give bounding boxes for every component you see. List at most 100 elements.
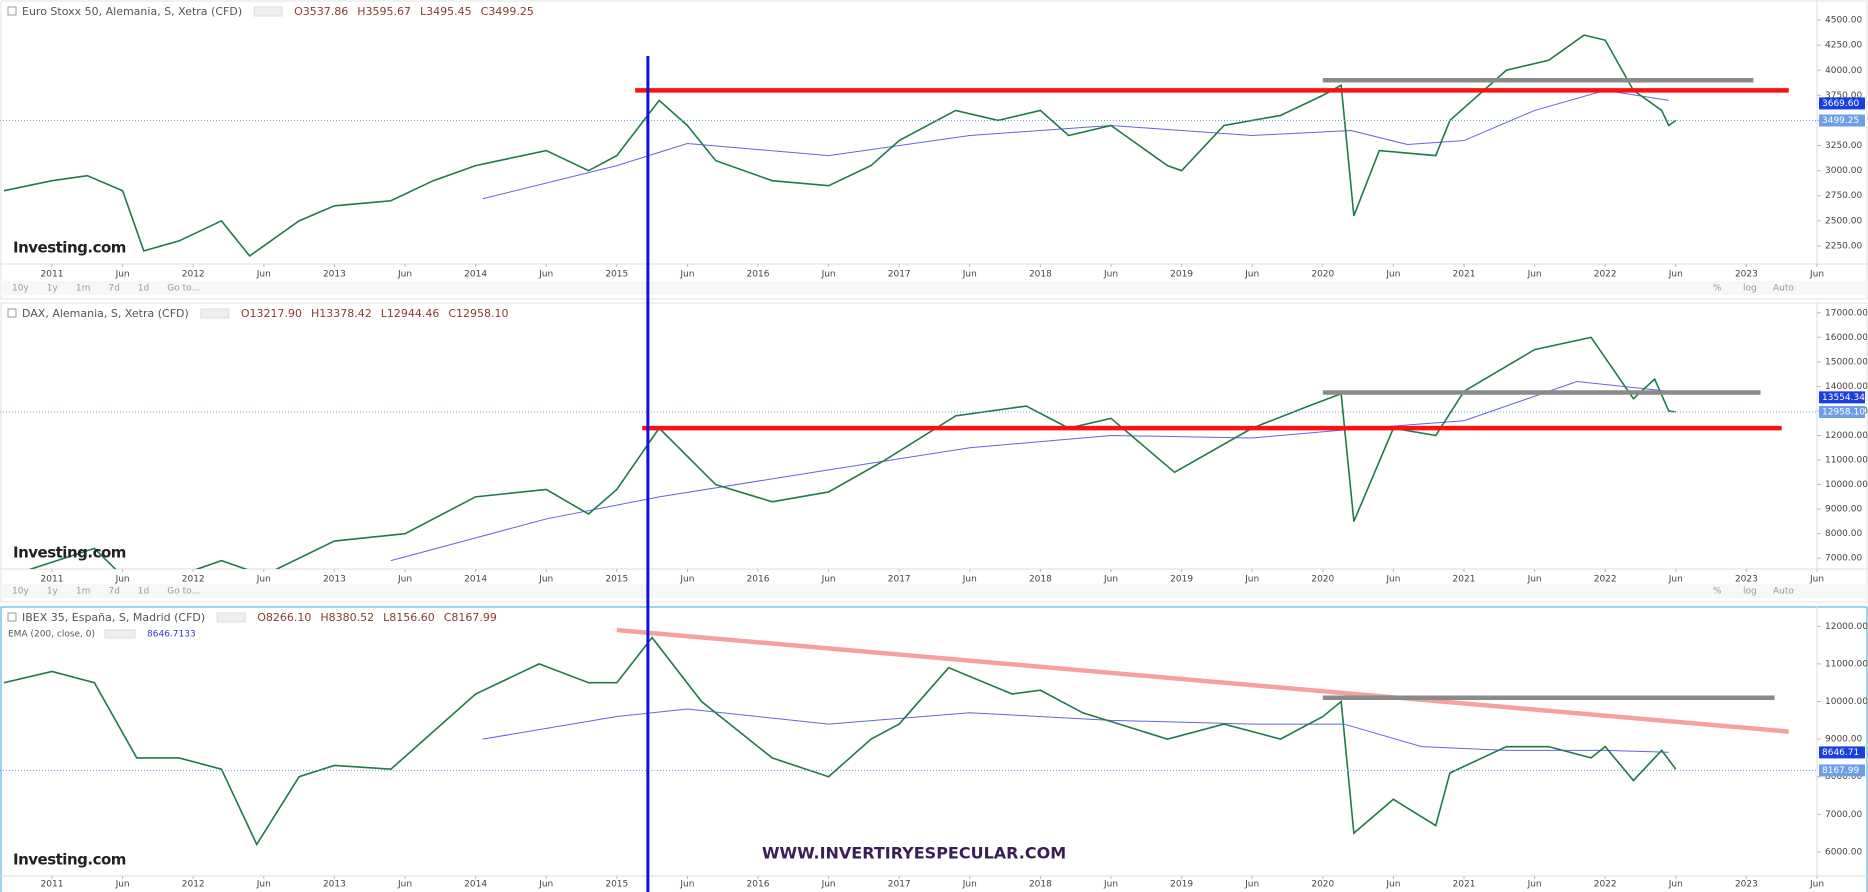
- x-tick-label: 2011: [41, 880, 64, 890]
- x-tick-label: 2013: [323, 880, 346, 890]
- x-tick-label: 2012: [182, 270, 205, 280]
- toolbar-button[interactable]: 1y: [47, 284, 59, 294]
- y-tick-label: 10000.00: [1825, 480, 1868, 490]
- price-tag-label: 3669.60: [1822, 99, 1859, 109]
- toolbar-button[interactable]: 10y: [12, 587, 29, 597]
- x-tick-label: 2020: [1311, 880, 1334, 890]
- x-tick-label: 2017: [888, 575, 911, 585]
- toolbar-button[interactable]: 1y: [47, 587, 59, 597]
- toolbar-button[interactable]: log: [1743, 284, 1757, 294]
- x-tick-label: Jun: [1385, 880, 1400, 890]
- ohlc-value: O13217.90: [241, 307, 302, 320]
- x-tick-label: Jun: [397, 575, 412, 585]
- ema-line: [482, 708, 1669, 753]
- x-tick-label: 2019: [1170, 270, 1193, 280]
- toolbar-button[interactable]: 1d: [138, 284, 149, 294]
- x-tick-label: 2022: [1594, 575, 1617, 585]
- price-tag: [1819, 391, 1865, 404]
- ohlc-value: C12958.10: [448, 307, 508, 320]
- panel: [0, 606, 1868, 892]
- ohlc-value: L3495.45: [420, 5, 472, 18]
- chart-title: DAX, Alemania, S, Xetra (CFD): [22, 307, 189, 320]
- x-tick-label: 2019: [1170, 880, 1193, 890]
- x-tick-label: Jun: [1809, 880, 1824, 890]
- x-tick-label: 2021: [1453, 880, 1476, 890]
- toolbar: [1, 584, 1867, 598]
- x-tick-label: 2017: [888, 880, 911, 890]
- indicator-value: 8646.7133: [147, 630, 196, 640]
- chart-title: Euro Stoxx 50, Alemania, S, Xetra (CFD): [22, 5, 242, 18]
- collapse-icon: [7, 612, 17, 622]
- x-tick-label: Jun: [256, 270, 271, 280]
- y-tick-label: 9000.00: [1825, 735, 1862, 745]
- ema-line: [482, 89, 1669, 200]
- y-tick-label: 9000.00: [1825, 505, 1862, 515]
- x-tick-label: 2016: [747, 880, 770, 890]
- x-tick-label: Jun: [256, 880, 271, 890]
- y-tick-label: 3750.00: [1825, 91, 1862, 101]
- x-tick-label: 2013: [323, 575, 346, 585]
- x-tick-label: Jun: [1244, 270, 1259, 280]
- y-tick-label: 11000.00: [1825, 456, 1868, 466]
- toolbar-button[interactable]: Go to...: [167, 284, 200, 294]
- x-tick-label: 2020: [1311, 575, 1334, 585]
- y-tick-label: 7000.00: [1825, 554, 1862, 564]
- toolbar-button[interactable]: Auto: [1773, 284, 1794, 294]
- ohlc-value: L8156.60: [383, 611, 435, 624]
- x-tick-label: 2018: [1029, 880, 1052, 890]
- x-tick-label: 2016: [747, 270, 770, 280]
- x-tick-label: 2015: [605, 880, 628, 890]
- y-tick-label: 8000.00: [1825, 529, 1862, 539]
- y-tick-label: 8000.00: [1825, 772, 1862, 782]
- toolbar-button[interactable]: Auto: [1773, 587, 1794, 597]
- x-tick-label: Jun: [679, 575, 694, 585]
- y-tick-label: 11000.00: [1825, 659, 1868, 669]
- toolbar-button[interactable]: 10y: [12, 284, 29, 294]
- x-tick-label: Jun: [1668, 575, 1683, 585]
- logo: Investing.com: [13, 239, 126, 257]
- logo: Investing.com: [13, 544, 126, 562]
- toolbar-button[interactable]: 7d: [108, 284, 119, 294]
- toolbar-button[interactable]: 1m: [76, 587, 91, 597]
- collapse-icon: [7, 308, 17, 318]
- ohlc-value: H8380.52: [320, 611, 374, 624]
- watermark: WWW.INVERTIRYESPECULAR.COM: [762, 844, 1066, 863]
- x-tick-label: Jun: [679, 270, 694, 280]
- price-tag-label: 13554.34: [1822, 393, 1865, 403]
- toolbar-button[interactable]: 7d: [108, 587, 119, 597]
- x-tick-label: 2023: [1735, 880, 1758, 890]
- y-tick-label: 4250.00: [1825, 41, 1862, 51]
- x-tick-label: Jun: [1809, 575, 1824, 585]
- panel: [0, 0, 1868, 300]
- toolbar-button[interactable]: %: [1713, 284, 1722, 294]
- x-tick-label: 2021: [1453, 575, 1476, 585]
- toolbar-button[interactable]: 1d: [138, 587, 149, 597]
- x-tick-label: 2022: [1594, 270, 1617, 280]
- x-tick-label: Jun: [115, 270, 130, 280]
- x-tick-label: Jun: [1809, 270, 1824, 280]
- toolbar-button[interactable]: %: [1713, 587, 1722, 597]
- price-tag: [1819, 97, 1865, 110]
- x-tick-label: Jun: [1103, 575, 1118, 585]
- ema-line: [390, 381, 1669, 562]
- x-tick-label: 2020: [1311, 270, 1334, 280]
- toolbar-button[interactable]: log: [1743, 587, 1757, 597]
- panel: [0, 302, 1868, 603]
- x-tick-label: Jun: [538, 880, 553, 890]
- x-tick-label: 2021: [1453, 270, 1476, 280]
- ohlc-value: L12944.46: [381, 307, 440, 320]
- x-tick-label: 2014: [464, 575, 487, 585]
- toolbar-button[interactable]: 1m: [76, 284, 91, 294]
- y-tick-label: 3250.00: [1825, 141, 1862, 151]
- plot-area: [28, 336, 1676, 569]
- x-tick-label: 2017: [888, 270, 911, 280]
- x-tick-label: 2023: [1735, 575, 1758, 585]
- indicator-icons: [104, 629, 136, 639]
- x-tick-label: Jun: [821, 880, 836, 890]
- x-tick-label: Jun: [115, 575, 130, 585]
- y-tick-label: 2500.00: [1825, 216, 1862, 226]
- toolbar-button[interactable]: Go to...: [167, 587, 200, 597]
- y-tick-label: 3000.00: [1825, 166, 1862, 176]
- header-icons: [200, 308, 230, 319]
